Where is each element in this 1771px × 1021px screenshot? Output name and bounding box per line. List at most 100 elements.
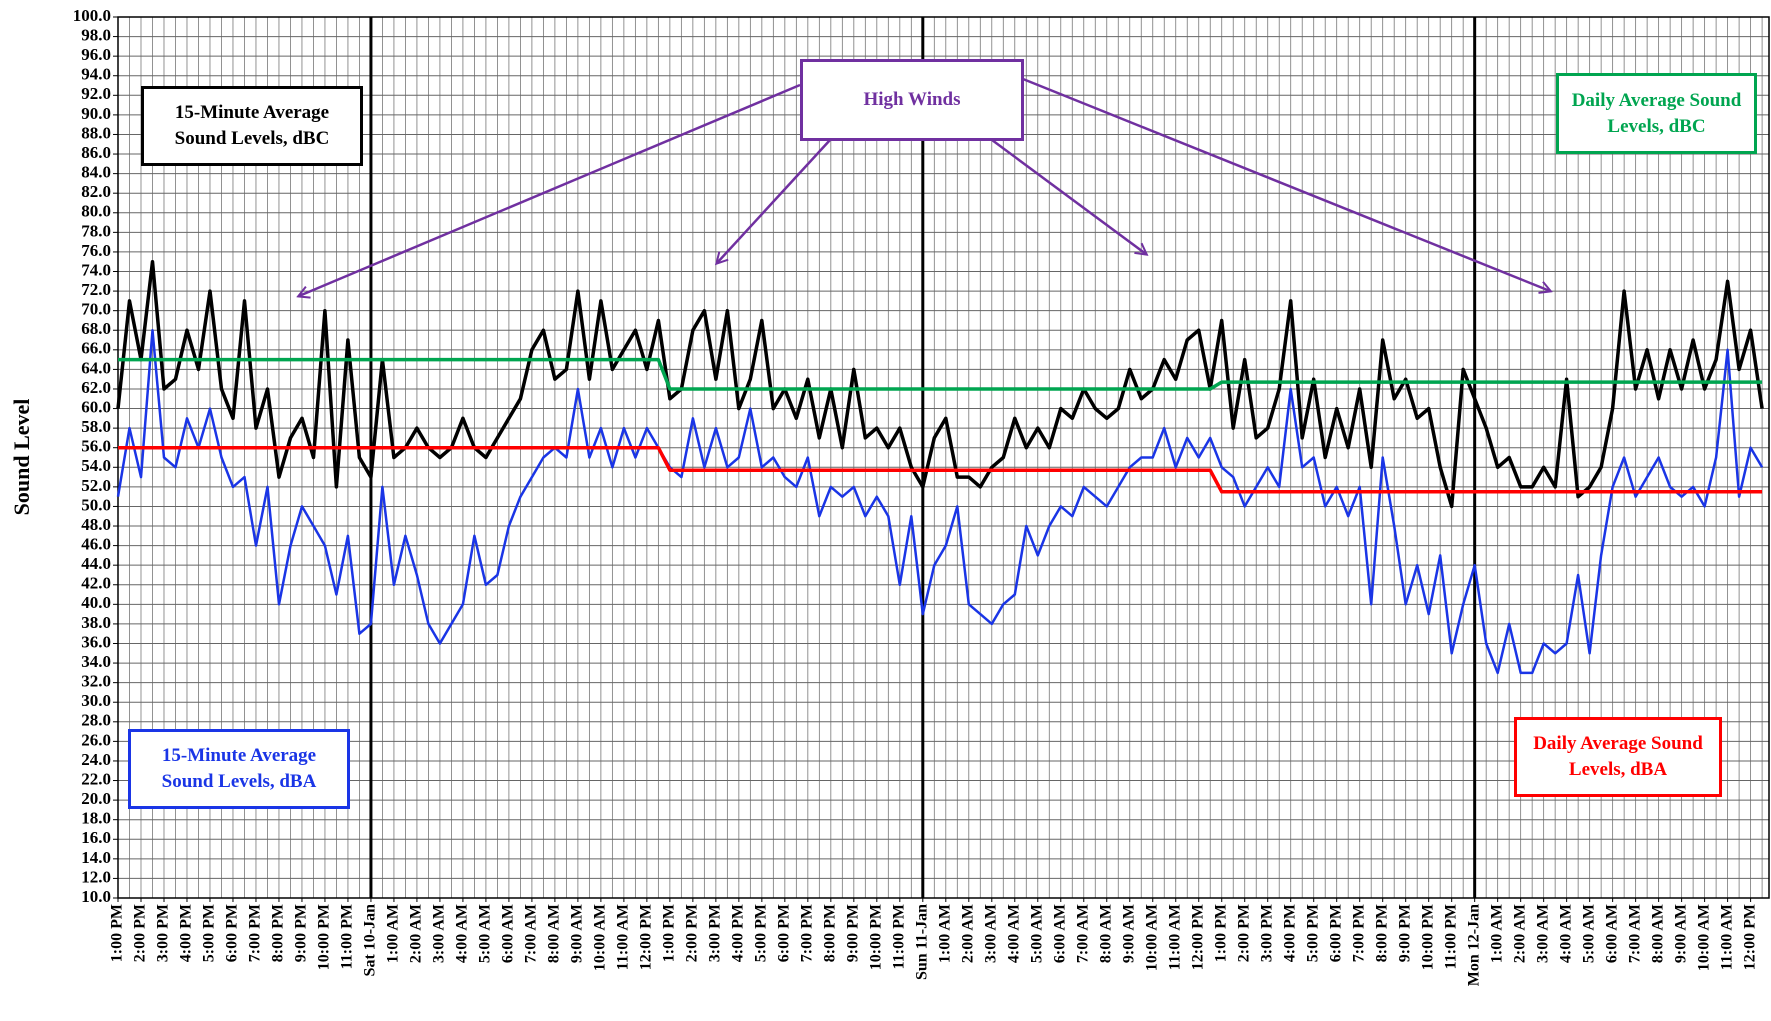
x-tick-label: 9:00 AM <box>1120 904 1137 963</box>
y-tick-label: 30.0 <box>81 691 111 710</box>
y-tick-label: 98.0 <box>81 25 111 44</box>
x-tick-label: 11:00 PM <box>339 904 356 969</box>
y-tick-label: 22.0 <box>81 769 111 788</box>
y-tick-label: 14.0 <box>81 848 111 867</box>
x-tick-label: 8:00 AM <box>1097 904 1114 963</box>
y-tick-label: 96.0 <box>81 45 111 64</box>
series-line <box>118 445 1763 494</box>
y-tick-label: 86.0 <box>81 143 111 162</box>
x-tick-label: 8:00 AM <box>546 904 563 963</box>
series-line <box>118 357 1763 391</box>
x-tick-label: 3:00 PM <box>1258 904 1275 962</box>
x-tick-label: 5:00 PM <box>753 904 770 962</box>
x-tick-label: 5:00 AM <box>477 904 494 963</box>
y-tick-label: 58.0 <box>81 417 111 436</box>
y-tick-label: 78.0 <box>81 221 111 240</box>
x-tick-label: 10:00 PM <box>867 904 884 970</box>
x-tick-label: 3:00 AM <box>982 904 999 963</box>
legend-entry: Daily Average Sound Levels, dBC <box>1556 73 1757 154</box>
y-tick-label: 48.0 <box>81 515 111 534</box>
x-tick-label: 11:00 AM <box>1718 904 1735 970</box>
x-tick-label: 1:00 AM <box>1488 904 1505 963</box>
x-tick-label: Sat 10-Jan <box>362 904 379 977</box>
x-tick-label: 7:00 AM <box>1074 904 1091 963</box>
x-tick-label: 11:00 PM <box>1442 904 1459 969</box>
x-tick-label: 11:00 AM <box>615 904 632 970</box>
y-tick-label: 90.0 <box>81 104 111 123</box>
y-tick-label: 60.0 <box>81 397 111 416</box>
annotation: High Winds <box>800 59 1024 141</box>
x-tick-label: 8:00 PM <box>821 904 838 962</box>
x-tick-label: 2:00 AM <box>959 904 976 963</box>
x-tick-label: 7:00 PM <box>247 904 264 962</box>
y-tick-label: 50.0 <box>81 495 111 514</box>
x-tick-label: 4:00 AM <box>1005 904 1022 963</box>
y-tick-label: 80.0 <box>81 202 111 221</box>
x-tick-label: 5:00 AM <box>1028 904 1045 963</box>
x-tick-label: 2:00 PM <box>132 904 149 962</box>
y-tick-label: 84.0 <box>81 163 111 182</box>
x-tick-label: 10:00 PM <box>316 904 333 970</box>
y-tick-label: 88.0 <box>81 123 111 142</box>
y-tick-label: 18.0 <box>81 809 111 828</box>
x-tick-label: 3:00 AM <box>1534 904 1551 963</box>
x-tick-label: 10:00 AM <box>1695 904 1712 971</box>
x-tick-label: 6:00 AM <box>500 904 517 963</box>
x-tick-label: 9:00 PM <box>293 904 310 962</box>
x-tick-label: 12:00 PM <box>638 904 655 970</box>
x-tick-label: 3:00 AM <box>431 904 448 963</box>
x-tick-label: 1:00 PM <box>109 904 126 962</box>
x-tick-label: 4:00 PM <box>730 904 747 962</box>
y-tick-label: 42.0 <box>81 574 111 593</box>
x-tick-label: 2:00 PM <box>1235 904 1252 962</box>
y-tick-label: 92.0 <box>81 84 111 103</box>
y-tick-label: 70.0 <box>81 300 111 319</box>
x-tick-label: 8:00 PM <box>1373 904 1390 962</box>
legend-entry: 15-Minute Average Sound Levels, dBC <box>141 86 363 166</box>
x-tick-label: 11:00 PM <box>890 904 907 969</box>
x-tick-label: 4:00 AM <box>1557 904 1574 963</box>
y-tick-label: 32.0 <box>81 672 111 691</box>
x-tick-label: 6:00 PM <box>1327 904 1344 962</box>
y-tick-label: 38.0 <box>81 613 111 632</box>
plot-border <box>117 16 1770 899</box>
x-tick-label: 7:00 PM <box>1350 904 1367 962</box>
x-tick-label: 6:00 AM <box>1051 904 1068 963</box>
y-tick-label: 56.0 <box>81 437 111 456</box>
x-tick-label: 4:00 PM <box>1281 904 1298 962</box>
y-tick-label: 82.0 <box>81 182 111 201</box>
y-axis-title: Sound Level <box>9 399 34 516</box>
x-tick-label: 9:00 PM <box>1396 904 1413 962</box>
x-tick-label: 11:00 AM <box>1166 904 1183 970</box>
x-tick-label: 5:00 AM <box>1580 904 1597 963</box>
y-tick-label: 74.0 <box>81 260 111 279</box>
x-tick-label: 3:00 PM <box>155 904 172 962</box>
y-tick-label: 68.0 <box>81 319 111 338</box>
y-tick-label: 40.0 <box>81 593 111 612</box>
y-tick-label: 24.0 <box>81 750 111 769</box>
annotation-arrow <box>1022 77 1550 291</box>
x-tick-label: 7:00 PM <box>799 904 816 962</box>
x-tick-label: 5:00 PM <box>201 904 218 962</box>
x-tick-label: 10:00 AM <box>592 904 609 971</box>
annotation-arrow <box>717 139 831 263</box>
x-tick-label: 2:00 AM <box>408 904 425 963</box>
x-tick-label: 8:00 AM <box>1649 904 1666 963</box>
y-tick-label: 44.0 <box>81 554 111 573</box>
x-tick-label: 9:00 AM <box>1672 904 1689 963</box>
x-tick-label: 9:00 PM <box>844 904 861 962</box>
y-tick-label: 34.0 <box>81 652 111 671</box>
legend-entry: 15-Minute Average Sound Levels, dBA <box>128 729 350 809</box>
x-tick-label: 6:00 PM <box>776 904 793 962</box>
y-tick-label: 12.0 <box>81 867 111 886</box>
y-tick-label: 54.0 <box>81 456 111 475</box>
x-tick-label: 12:00 PM <box>1189 904 1206 970</box>
y-tick-label: 100.0 <box>73 6 111 25</box>
x-tick-label: Mon 12-Jan <box>1465 904 1482 986</box>
series-line <box>116 328 1764 675</box>
x-tick-label: 6:00 PM <box>224 904 241 962</box>
y-tick-label: 72.0 <box>81 280 111 299</box>
y-tick-label: 16.0 <box>81 828 111 847</box>
x-tick-label: 2:00 PM <box>684 904 701 962</box>
